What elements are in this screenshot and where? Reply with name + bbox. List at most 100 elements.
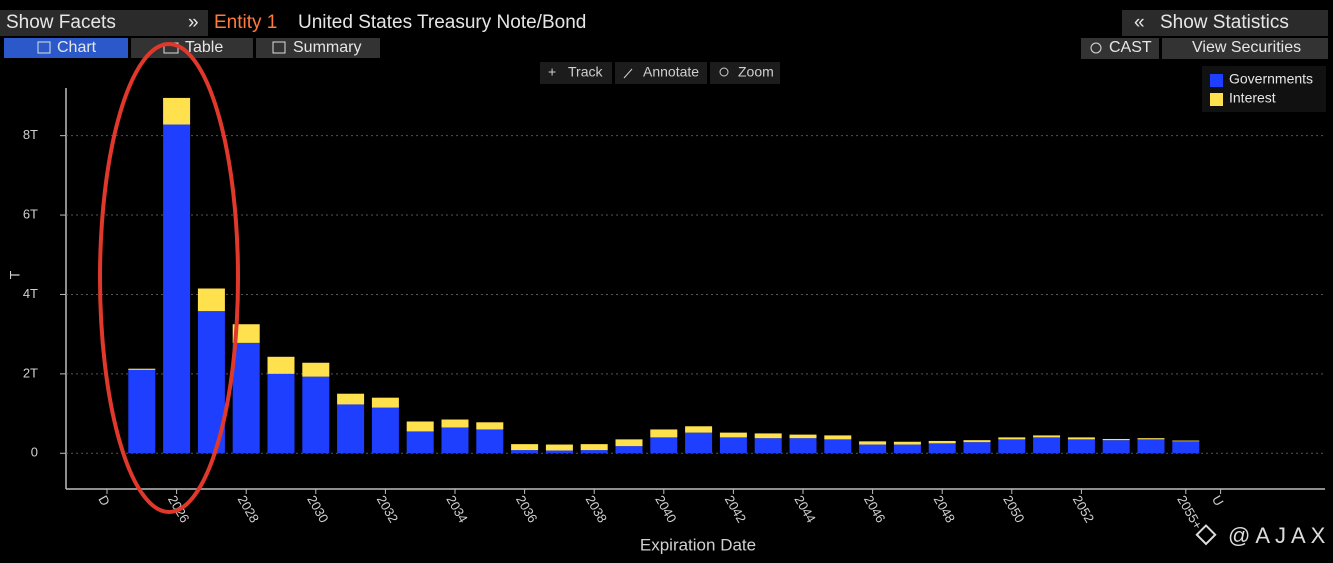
x-axis-title: Expiration Date — [640, 535, 756, 554]
x-tick-label: D — [95, 493, 113, 509]
bar-segment — [302, 362, 330, 377]
cast-button-bg[interactable] — [1081, 38, 1159, 59]
bar-segment — [754, 433, 782, 439]
summary-icon — [272, 41, 286, 54]
x-tick-label: 2040 — [652, 493, 679, 526]
bar-segment — [371, 407, 399, 454]
bar-segment — [1033, 437, 1061, 454]
zoom-tool[interactable]: Zoom — [738, 64, 774, 80]
chart-icon — [37, 41, 51, 54]
bar-segment — [441, 419, 469, 428]
x-tick-label: 2028 — [235, 493, 262, 526]
track-tool[interactable]: Track — [568, 64, 603, 80]
tab-chart-bg[interactable] — [4, 38, 128, 58]
bar-segment — [545, 444, 573, 451]
y-axis-title: T — [7, 270, 23, 279]
security-name: United States Treasury Note/Bond — [298, 12, 586, 33]
x-tick-label: 2052 — [1070, 493, 1097, 526]
cast-button[interactable]: CAST — [1109, 39, 1152, 56]
highlight-ellipse — [98, 42, 240, 514]
watermark: @AJAX — [1228, 523, 1330, 548]
bar-segment — [267, 373, 295, 454]
collapse-icon[interactable]: « — [1134, 12, 1145, 33]
entity-label: Entity 1 — [214, 12, 277, 33]
x-tick-label: 2038 — [583, 493, 610, 526]
bar-segment — [615, 446, 643, 454]
statistics-button-bg[interactable] — [1122, 10, 1328, 36]
x-tick-label: 2048 — [931, 493, 958, 526]
bar-segment — [1137, 439, 1165, 454]
bar-segment — [163, 97, 191, 125]
view-securities-bg[interactable] — [1162, 38, 1328, 59]
bar-segment — [232, 342, 260, 454]
bar-segment — [1067, 439, 1095, 454]
x-tick-label: 2030 — [304, 493, 331, 526]
bar-segment — [754, 438, 782, 454]
y-tick-label: 4T — [23, 286, 38, 301]
bar-segment — [893, 441, 921, 445]
annotate-tool[interactable]: Annotate — [643, 64, 699, 80]
watermark-logo — [1195, 524, 1217, 546]
bar-segment — [998, 439, 1026, 454]
x-tick-label: 2032 — [374, 493, 401, 526]
x-tick-label: 2034 — [443, 493, 470, 526]
bar-segment — [128, 369, 156, 454]
show-statistics[interactable]: Show Statistics — [1160, 12, 1289, 33]
bar-segment — [476, 429, 504, 454]
cast-icon — [1090, 42, 1102, 54]
bar-segment — [928, 440, 956, 444]
x-tick-label: 2044 — [791, 493, 818, 526]
bar-segment — [267, 356, 295, 374]
bar-segment — [128, 368, 156, 370]
tab-summary[interactable]: Summary — [293, 39, 361, 56]
bar-segment — [963, 442, 991, 454]
bar-segment — [337, 393, 365, 405]
x-tick-label: 2042 — [722, 493, 749, 526]
x-tick-label: 2050 — [1000, 493, 1027, 526]
bar-segment — [1102, 438, 1130, 441]
zoom-bg[interactable] — [710, 62, 780, 84]
bar-segment — [441, 427, 469, 454]
y-tick-label: 6T — [23, 206, 38, 221]
bar-segment — [232, 324, 260, 343]
show-facets[interactable]: Show Facets — [6, 12, 116, 33]
track-icon: + — [548, 64, 556, 80]
bar-segment — [580, 450, 608, 454]
expand-icon[interactable]: » — [188, 12, 199, 33]
legend-swatch — [1210, 74, 1223, 87]
bar-segment — [685, 426, 713, 433]
tab-table-bg[interactable] — [131, 38, 253, 58]
bar-segment — [789, 434, 817, 439]
bar-segment — [998, 437, 1026, 440]
tab-chart[interactable]: Chart — [57, 39, 97, 56]
bar-segment — [1067, 437, 1095, 440]
bar-segment — [371, 397, 399, 408]
bar-segment — [511, 444, 539, 451]
tab-table[interactable]: Table — [185, 39, 223, 56]
x-tick-label: 2036 — [513, 493, 540, 526]
bar-segment — [476, 422, 504, 430]
bar-segment — [545, 450, 573, 454]
bar-segment — [1033, 435, 1061, 438]
bar-segment — [1137, 438, 1165, 440]
bar-segment — [685, 432, 713, 454]
x-tick-label: 2046 — [861, 493, 888, 526]
annotate-icon — [623, 68, 633, 79]
y-tick-label: 2T — [23, 365, 38, 380]
y-tick-label: 8T — [23, 127, 38, 142]
tab-summary-bg[interactable] — [256, 38, 380, 58]
bar-segment — [406, 421, 434, 432]
y-tick-label: 0 — [31, 445, 38, 460]
bar-segment — [511, 450, 539, 454]
bar-segment — [1172, 441, 1200, 454]
bar-segment — [928, 443, 956, 454]
x-tick-label: 2055+ — [1174, 493, 1205, 532]
facets-button-bg[interactable] — [0, 10, 208, 36]
track-bg[interactable] — [540, 62, 612, 84]
bar-segment — [406, 431, 434, 454]
bar-segment — [719, 437, 747, 454]
bar-segment — [859, 441, 887, 445]
annotate-bg[interactable] — [615, 62, 707, 84]
view-securities[interactable]: View Securities — [1192, 39, 1301, 56]
